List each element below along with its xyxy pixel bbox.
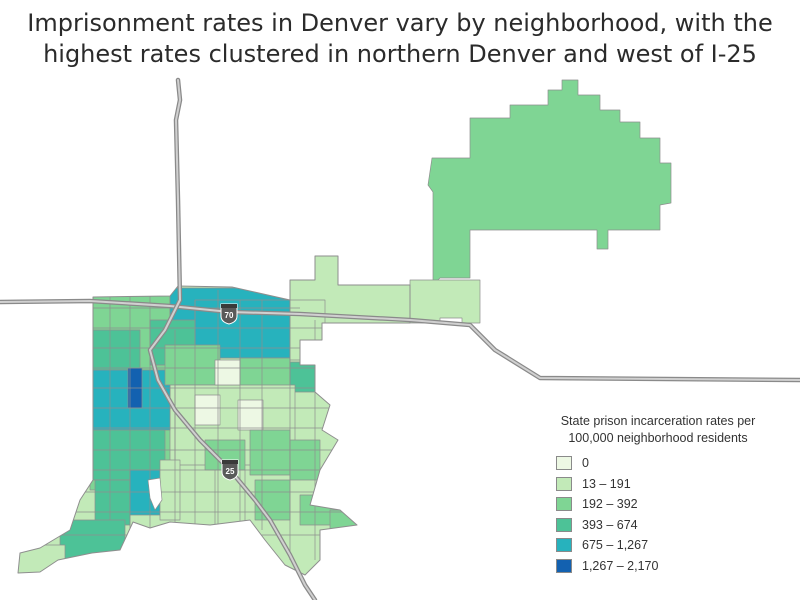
legend-item-0: 0 [556,453,778,474]
map-title: Imprisonment rates in Denver vary by nei… [0,8,800,70]
i25-shield-label: 25 [226,467,235,476]
legend-item-4: 675 – 1,267 [556,535,778,556]
legend-label: 0 [582,456,589,471]
legend-item-1: 13 – 191 [556,474,778,495]
denver-city-boundary [17,255,411,576]
legend-title-line-1: State prison incarceration rates per [560,414,756,428]
legend-item-3: 393 – 674 [556,515,778,536]
legend-title: State prison incarceration rates per 100… [538,413,778,447]
i70-shield: 70 [220,303,238,325]
highway-lines [0,77,800,600]
park-area [147,477,163,511]
map-title-line-2: highest rates clustered in northern Denv… [43,40,757,68]
legend: State prison incarceration rates per 100… [538,413,778,576]
legend-label: 393 – 674 [582,517,638,532]
legend-swatch [556,476,572,491]
map-title-line-1: Imprisonment rates in Denver vary by nei… [27,9,773,37]
montbello-neighborhood [409,279,481,324]
i70-shield-label: 70 [225,311,234,320]
legend-label: 1,267 – 2,170 [582,558,659,573]
legend-label: 675 – 1,267 [582,538,649,553]
legend-swatch [556,456,572,471]
legend-label: 192 – 392 [582,497,638,512]
legend-item-5: 1,267 – 2,170 [556,556,778,577]
legend-swatch [556,497,572,512]
legend-swatch [556,538,572,553]
legend-swatch [556,517,572,532]
airport-neighborhood [427,79,672,286]
legend-title-line-2: 100,000 neighborhood residents [568,431,748,445]
legend-label: 13 – 191 [582,476,631,491]
i25-shield: 25 [221,459,239,481]
legend-swatch [556,558,572,573]
legend-item-2: 192 – 392 [556,494,778,515]
